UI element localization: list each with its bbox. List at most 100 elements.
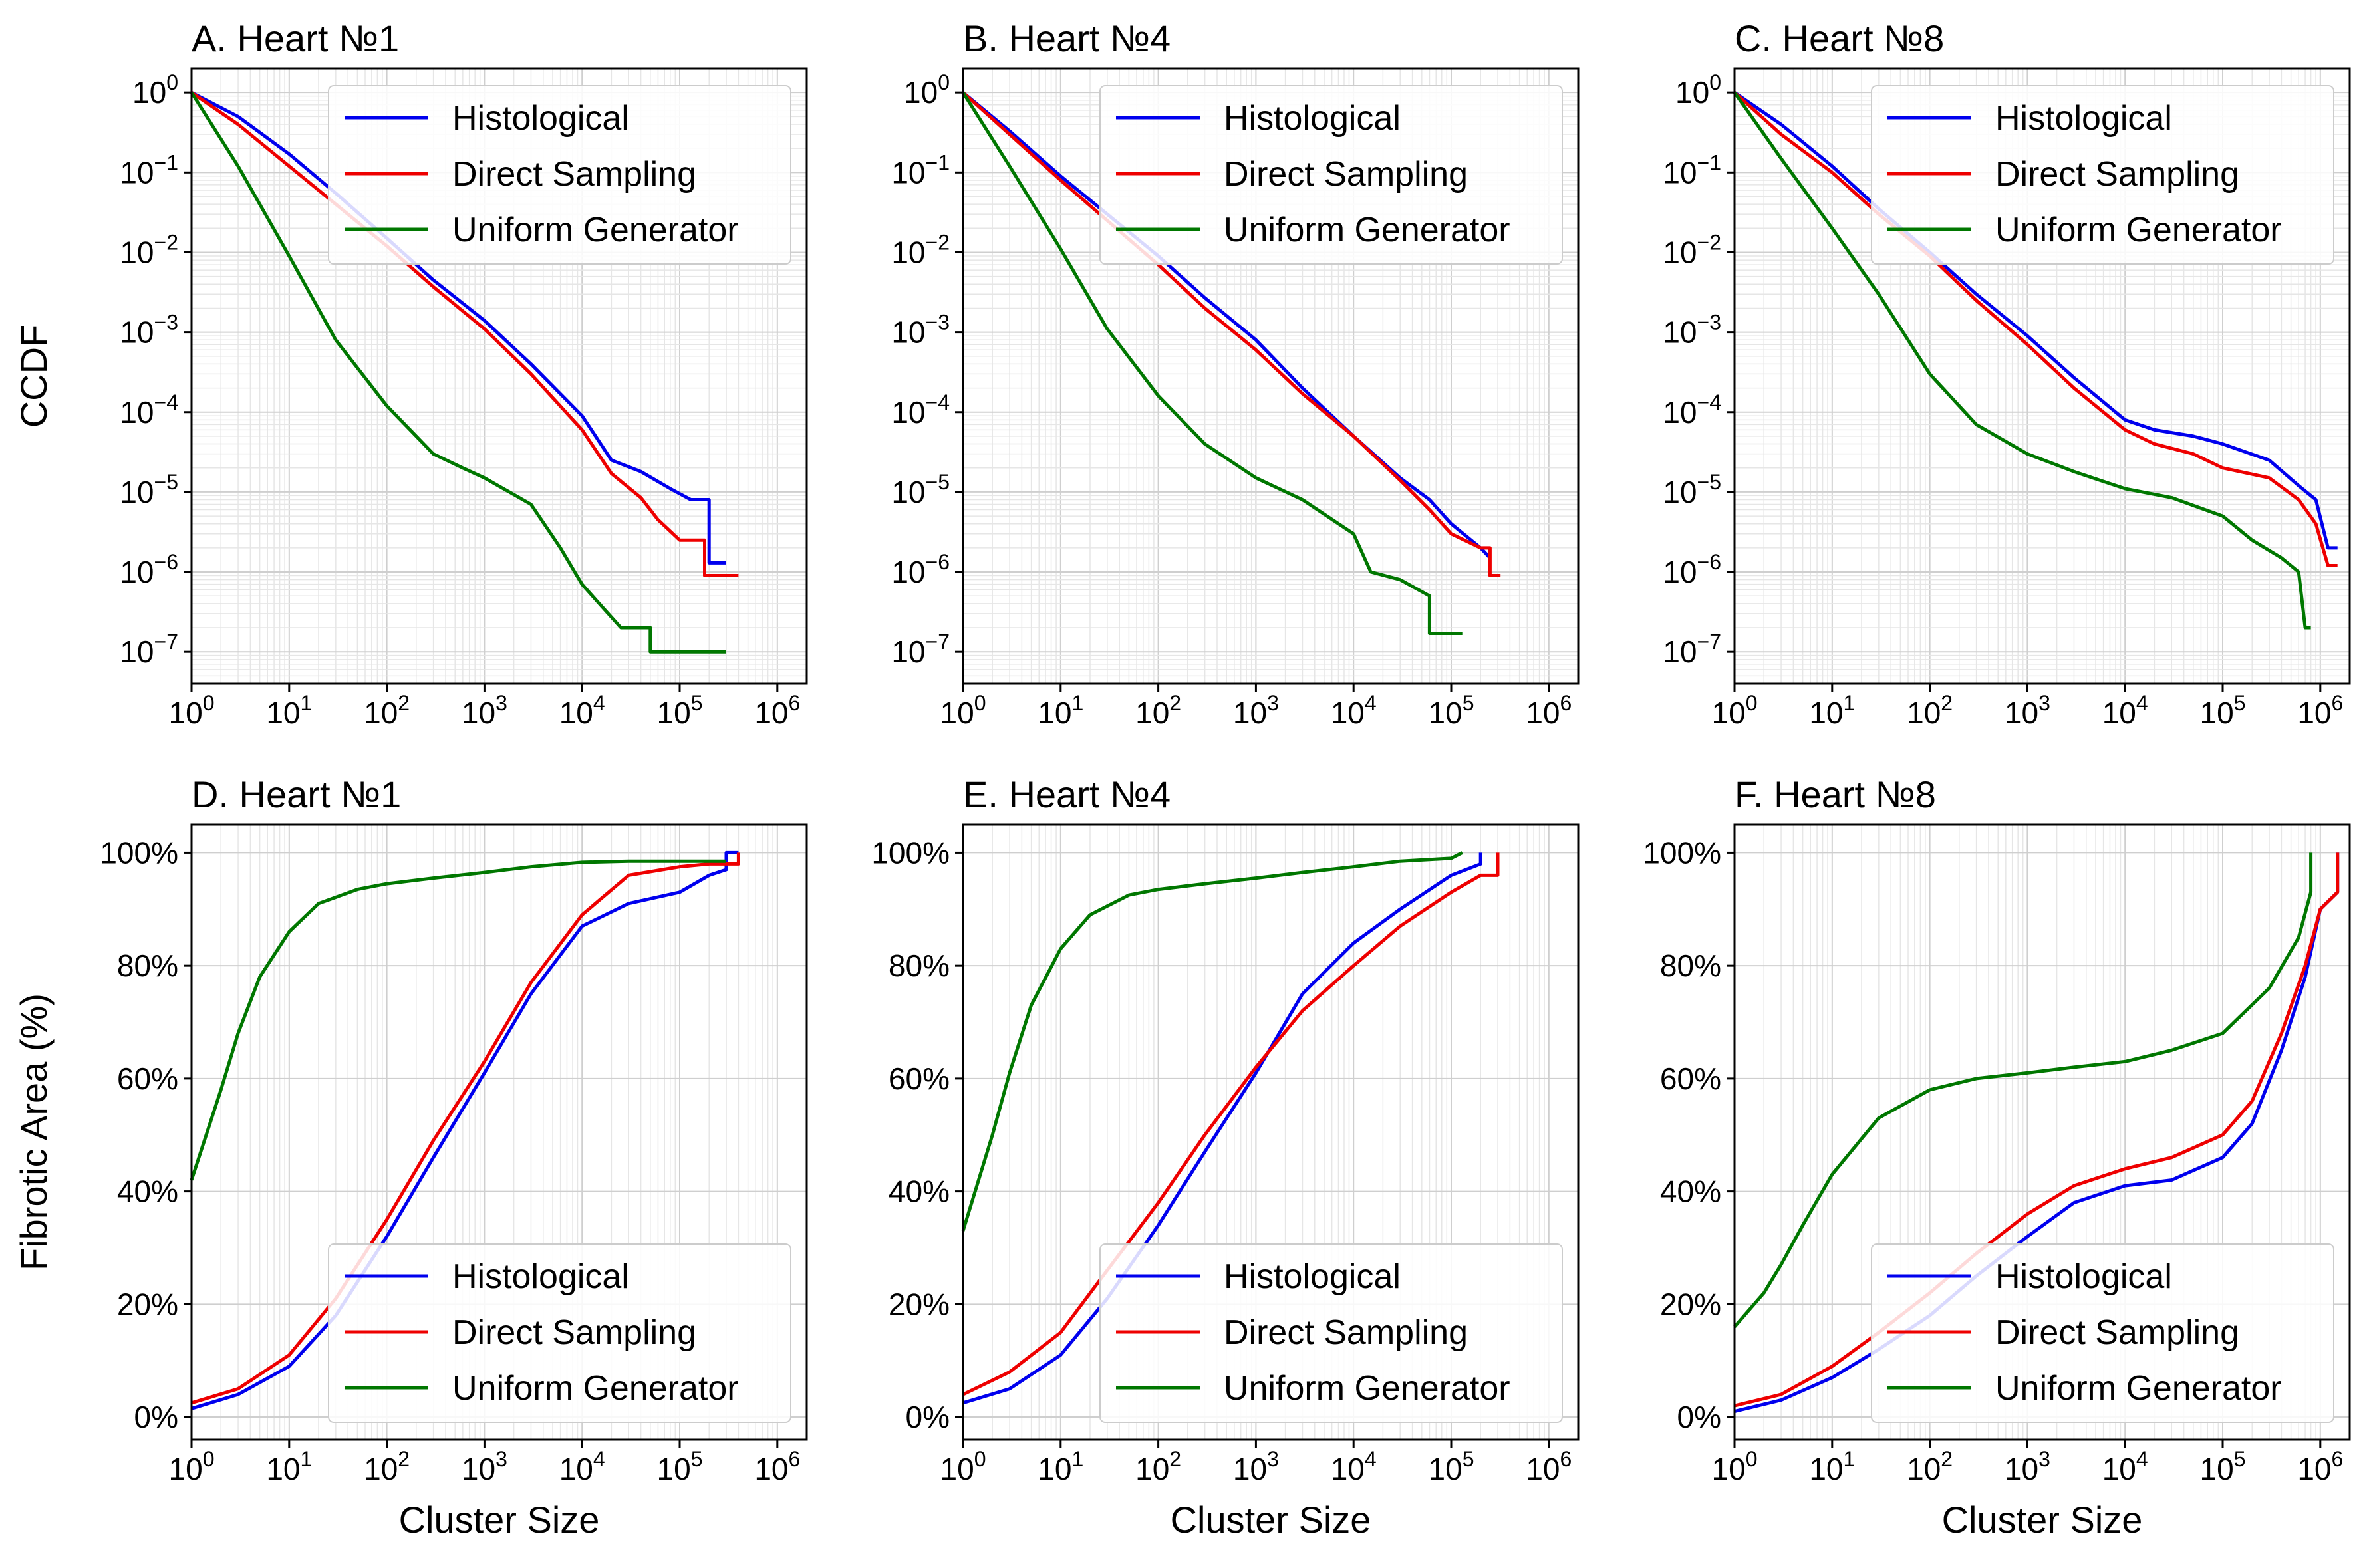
plot-frame <box>190 67 808 685</box>
grid <box>1734 68 2350 684</box>
x-tick-label: 100 <box>169 691 215 730</box>
y-tick-label: 0% <box>134 1400 178 1434</box>
y-tick-label: 10−4 <box>120 390 178 430</box>
x-axis-label: Cluster Size <box>1171 1499 1371 1541</box>
panel-title: D. Heart №1 <box>192 773 401 815</box>
x-axis-label: Cluster Size <box>1942 1499 2143 1541</box>
x-tick-label: 104 <box>1331 1447 1377 1486</box>
x-tick-label: 105 <box>657 691 703 730</box>
panel-title: B. Heart №4 <box>963 17 1171 59</box>
legend-label: Uniform Generator <box>1224 1369 1510 1408</box>
y-tick-label: 40% <box>117 1174 178 1209</box>
x-tick-label: 105 <box>2200 1447 2246 1486</box>
x-tick-label: 106 <box>754 1447 800 1486</box>
y-tick-label: 10−4 <box>1663 390 1721 430</box>
y-tick-label: 10−1 <box>891 150 950 190</box>
x-tick-label: 104 <box>559 1447 605 1486</box>
y-tick-label: 20% <box>1660 1287 1721 1321</box>
y-tick-label: 10−4 <box>891 390 950 430</box>
y-tick-label: 10−3 <box>120 311 178 350</box>
plot-frame <box>1733 823 2351 1441</box>
y-tick-label: 10−7 <box>891 630 950 669</box>
y-tick-label: 10−6 <box>120 550 178 589</box>
legend: Histological Direct Sampling Uniform Gener… <box>1099 1243 1563 1423</box>
y-tick-label: 10−5 <box>1663 470 1721 509</box>
x-tick-label: 101 <box>266 691 312 730</box>
plot-frame <box>962 67 1580 685</box>
x-tick-label: 106 <box>754 691 800 730</box>
plot-frame <box>962 823 1580 1441</box>
x-tick-label: 102 <box>1907 1447 1953 1486</box>
x-tick-label: 103 <box>2005 1447 2050 1486</box>
y-tick-label: 100% <box>871 835 950 870</box>
x-tick-label: 100 <box>169 1447 215 1486</box>
panel-title: C. Heart №8 <box>1735 17 1944 59</box>
series-line <box>1733 91 2338 550</box>
series-line <box>1733 91 2338 567</box>
x-tick-label: 101 <box>1809 1447 1855 1486</box>
x-tick-label: 100 <box>1712 1447 1758 1486</box>
legend-box <box>1099 85 1563 265</box>
legend-label: Histological <box>1995 99 2172 138</box>
chart-panel: 100 101 102 103 104 105 106 100 10−1 10−2 10−3 10−4… <box>13 17 808 730</box>
y-tick-label: 10−1 <box>120 150 178 190</box>
y-tick-label: 10−7 <box>1663 630 1721 669</box>
x-tick-label: 100 <box>940 1447 986 1486</box>
plot-frame <box>190 823 808 1441</box>
chart-panel: 100 101 102 103 104 105 106 0% 20% 40% 60% 80% 100% F… <box>1643 773 2351 1541</box>
x-tick-label: 101 <box>266 1447 312 1486</box>
x-tick-label: 103 <box>2005 691 2050 730</box>
x-tick-label: 106 <box>1526 1447 1572 1486</box>
x-axis-label: Cluster Size <box>399 1499 600 1541</box>
legend-label: Direct Sampling <box>452 155 696 194</box>
grid <box>962 825 1579 1440</box>
legend: Histological Direct Sampling Uniform Gener… <box>328 85 791 265</box>
series-line <box>962 852 1500 1396</box>
legend-label: Uniform Generator <box>1224 211 1510 249</box>
series-line <box>962 852 1482 1405</box>
y-tick-label: 100 <box>904 70 950 110</box>
legend-label: Direct Sampling <box>1995 155 2239 194</box>
y-tick-label: 100 <box>1675 70 1721 110</box>
legend-box <box>1871 85 2334 265</box>
x-tick-label: 105 <box>2200 691 2246 730</box>
y-tick-label: 60% <box>117 1061 178 1096</box>
series-line <box>190 91 739 577</box>
x-tick-label: 100 <box>940 691 986 730</box>
x-tick-label: 101 <box>1038 1447 1083 1486</box>
y-tick-label: 80% <box>117 948 178 983</box>
legend-label: Direct Sampling <box>1224 1313 1468 1352</box>
chart-panel: 100 101 102 103 104 105 106 100 10−1 10−2 10−3 10−4… <box>1663 17 2351 730</box>
x-tick-label: 104 <box>559 691 605 730</box>
legend-label: Histological <box>1224 1257 1401 1296</box>
legend: Histological Direct Sampling Uniform Gener… <box>1099 85 1563 265</box>
x-tick-label: 104 <box>2102 691 2148 730</box>
y-tick-label: 10−6 <box>891 550 950 589</box>
legend-label: Direct Sampling <box>452 1313 696 1352</box>
y-tick-label: 10−2 <box>1663 230 1721 269</box>
y-tick-label: 100 <box>132 70 178 110</box>
series-line <box>961 91 1463 635</box>
x-tick-label: 101 <box>1038 691 1083 730</box>
x-tick-label: 104 <box>2102 1447 2148 1486</box>
series-line <box>962 91 1501 577</box>
y-tick-label: 10−5 <box>891 470 950 509</box>
legend: Histological Direct Sampling Uniform Gener… <box>328 1243 791 1423</box>
legend-label: Uniform Generator <box>452 1369 739 1408</box>
y-tick-label: 40% <box>889 1174 950 1209</box>
x-tick-label: 102 <box>1907 691 1953 730</box>
y-tick-label: 0% <box>1677 1400 1721 1434</box>
series-line <box>190 859 726 1181</box>
y-tick-label: 0% <box>906 1400 950 1434</box>
x-tick-label: 102 <box>364 691 410 730</box>
legend: Histological Direct Sampling Uniform Gener… <box>1871 85 2334 265</box>
y-axis-label: CCDF <box>13 325 55 428</box>
legend-label: Uniform Generator <box>1995 1369 2282 1408</box>
legend-box <box>1099 1243 1563 1423</box>
x-tick-label: 106 <box>2297 1447 2343 1486</box>
x-tick-label: 103 <box>462 691 507 730</box>
chart-panel: 100 101 102 103 104 105 106 100 10−1 10−2 10−3 10−4… <box>891 17 1580 730</box>
series-line <box>1734 852 2340 1408</box>
y-tick-label: 10−3 <box>1663 311 1721 350</box>
x-tick-label: 100 <box>1712 691 1758 730</box>
